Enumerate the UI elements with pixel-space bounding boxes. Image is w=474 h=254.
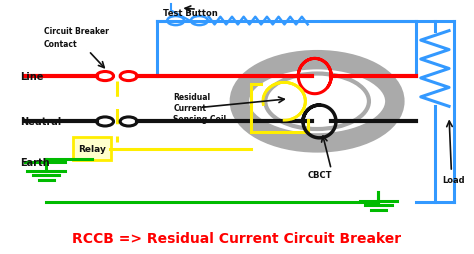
Text: RCCB => Residual Current Circuit Breaker: RCCB => Residual Current Circuit Breaker	[73, 231, 401, 245]
Text: Current: Current	[173, 104, 206, 113]
Text: Contact: Contact	[44, 40, 77, 49]
Text: Sensing Coil: Sensing Coil	[173, 115, 227, 124]
FancyBboxPatch shape	[73, 138, 111, 160]
Text: Test Button: Test Button	[163, 9, 217, 18]
Text: Line: Line	[20, 72, 44, 82]
Circle shape	[268, 75, 366, 128]
Text: Load: Load	[442, 175, 465, 184]
Text: Neutral: Neutral	[20, 117, 62, 127]
Text: Circuit Breaker: Circuit Breaker	[44, 27, 109, 36]
Text: Residual: Residual	[173, 92, 210, 101]
Text: Relay: Relay	[78, 145, 106, 153]
Text: CBCT: CBCT	[308, 170, 332, 179]
Text: Earth: Earth	[20, 157, 50, 167]
